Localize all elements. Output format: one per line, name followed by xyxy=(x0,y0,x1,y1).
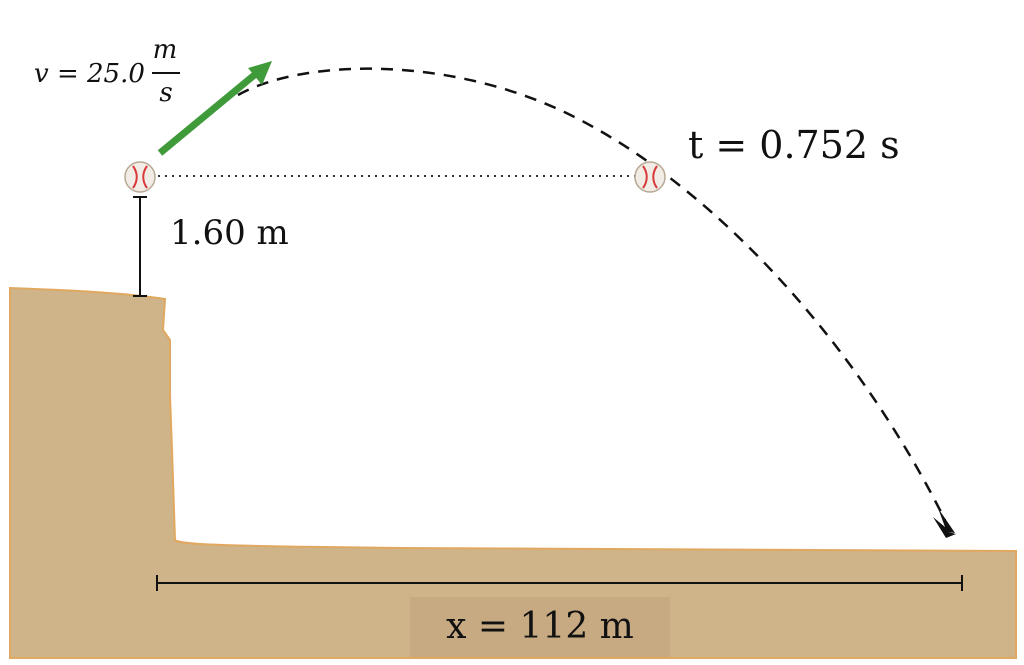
velocity-arrowhead-icon xyxy=(248,61,272,85)
distance-marker xyxy=(156,575,963,591)
velocity-unit-denominator: s xyxy=(159,78,172,108)
trajectory-arrowhead-icon xyxy=(933,508,956,538)
velocity-label: v = 25.0 xyxy=(34,59,145,89)
velocity-arrow xyxy=(157,69,261,156)
distance-label: x = 112 m xyxy=(446,606,634,647)
baseball-mid-icon xyxy=(634,161,666,193)
height-marker xyxy=(133,196,147,297)
height-label: 1.60 m xyxy=(170,213,289,253)
velocity-unit-numerator: m xyxy=(153,35,178,65)
baseball-start-icon xyxy=(124,161,156,193)
cliff-ground xyxy=(9,286,1017,659)
distance-label-bg xyxy=(410,597,670,657)
time-label: t = 0.752 s xyxy=(688,123,900,167)
